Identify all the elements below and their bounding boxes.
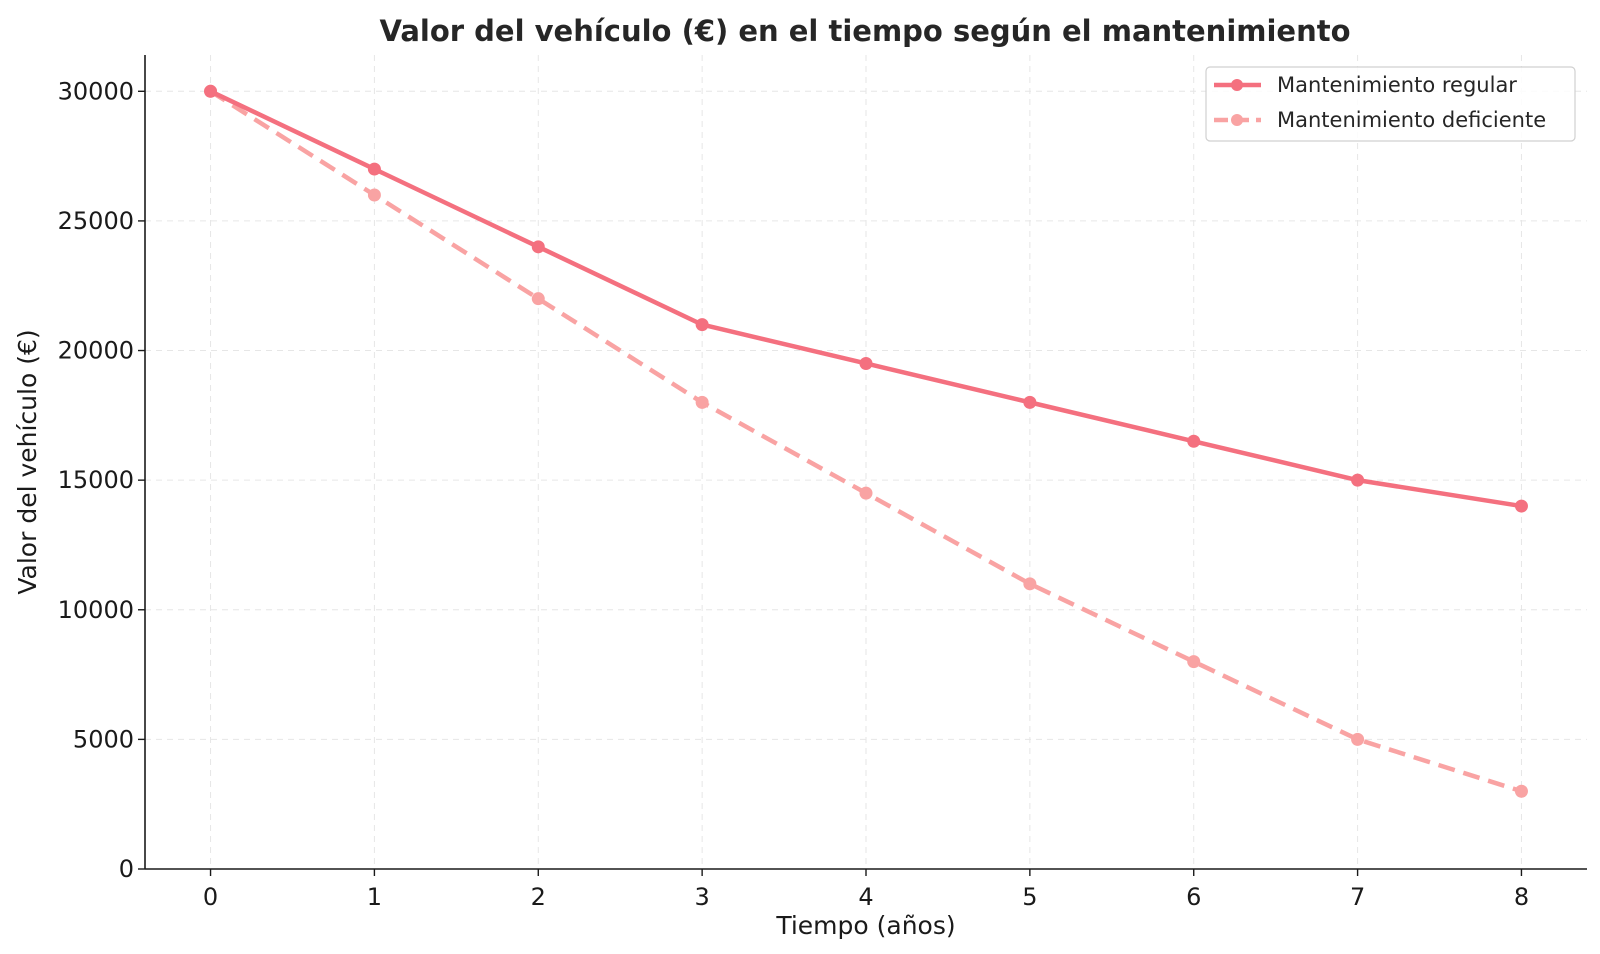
data-point-deficiente <box>859 486 873 500</box>
chart-title: Valor del vehículo (€) en el tiempo segú… <box>379 14 1350 48</box>
x-axis-label: Tiempo (años) <box>775 911 955 940</box>
data-point-regular <box>1187 434 1201 448</box>
y-tick-label: 20000 <box>58 337 134 365</box>
x-tick-label: 4 <box>858 883 873 911</box>
x-tick-label: 0 <box>203 883 218 911</box>
x-tick-label: 6 <box>1186 883 1201 911</box>
data-point-deficiente <box>1187 655 1201 669</box>
x-tick-label: 2 <box>531 883 546 911</box>
y-tick-label: 0 <box>119 855 134 883</box>
data-point-regular <box>1023 395 1037 409</box>
grid <box>145 55 1587 870</box>
y-tick-label: 25000 <box>58 207 134 235</box>
data-point-regular <box>859 356 873 370</box>
legend-label-deficiente: Mantenimiento deficiente <box>1277 108 1546 132</box>
legend-box <box>1205 66 1576 142</box>
legend-marker-regular <box>1231 79 1243 91</box>
data-point-deficiente <box>1514 784 1528 798</box>
x-tick-label: 5 <box>1022 883 1037 911</box>
y-tick-label: 15000 <box>58 466 134 494</box>
y-tick-label: 5000 <box>73 725 134 753</box>
legend-label-regular: Mantenimiento regular <box>1277 73 1517 97</box>
ticks: 0 1 2 3 4 5 6 7 8 0 5000 10000 15000 20000 25000 30000 <box>58 77 1529 911</box>
data-point-deficiente <box>531 292 545 306</box>
x-tick-label: 3 <box>694 883 709 911</box>
x-tick-label: 1 <box>367 883 382 911</box>
legend-marker-deficiente <box>1231 114 1243 126</box>
series-lines <box>204 84 1528 798</box>
y-tick-label: 30000 <box>58 77 134 105</box>
data-point-regular <box>1514 499 1528 513</box>
data-point-regular <box>204 84 218 98</box>
data-point-deficiente <box>367 188 381 202</box>
data-point-deficiente <box>1351 732 1365 746</box>
x-tick-label: 8 <box>1514 883 1529 911</box>
series-regular <box>204 84 1528 513</box>
data-point-regular <box>695 318 709 332</box>
legend-entry-regular: Mantenimiento regular <box>1214 73 1517 97</box>
data-point-deficiente <box>695 395 709 409</box>
x-tick-label: 7 <box>1350 883 1365 911</box>
data-point-regular <box>1351 473 1365 487</box>
data-point-regular <box>367 162 381 176</box>
data-point-deficiente <box>1023 577 1037 591</box>
y-axis-label: Valor del vehículo (€) <box>13 329 42 594</box>
data-point-regular <box>531 240 545 254</box>
legend-entry-deficiente: Mantenimiento deficiente <box>1214 108 1546 132</box>
y-tick-label: 10000 <box>58 596 134 624</box>
legend: Mantenimiento regular Mantenimiento defi… <box>1205 66 1576 142</box>
